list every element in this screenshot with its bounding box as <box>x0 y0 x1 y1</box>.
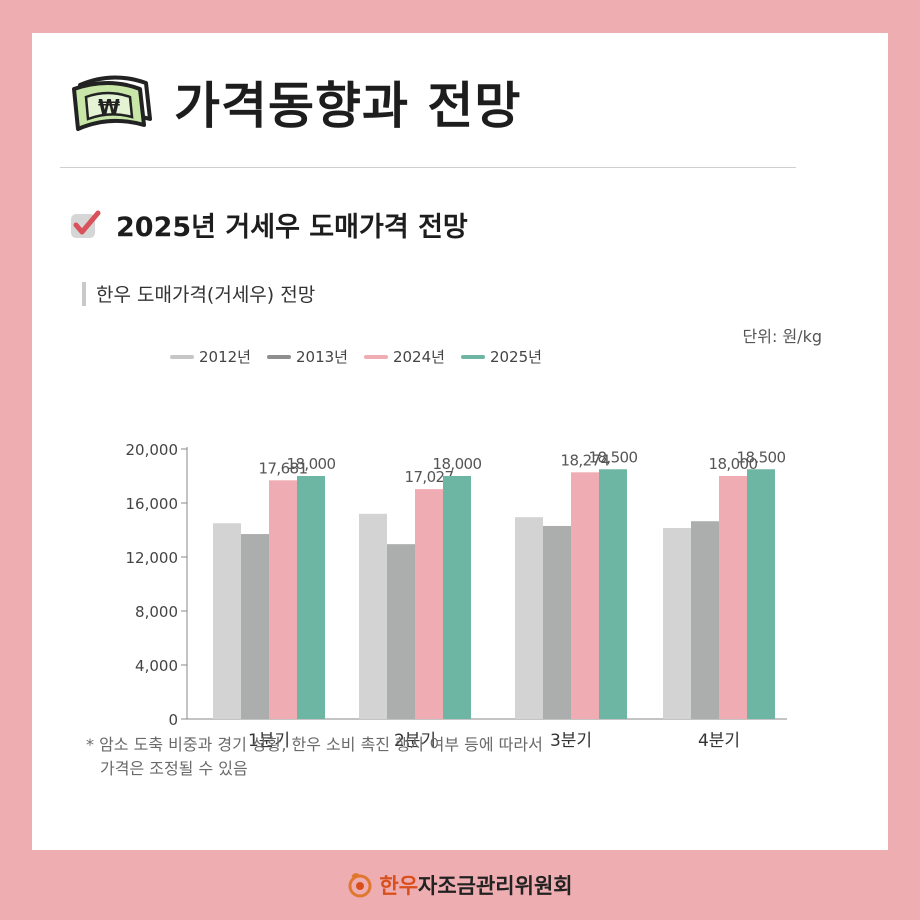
bar-2012년-1분기 <box>213 523 241 719</box>
data-label: 18,000 <box>287 455 336 473</box>
legend-label: 2024년 <box>392 348 445 366</box>
page-header: ₩ 가격동향과 전망 <box>70 62 521 142</box>
y-tick-label: 4,000 <box>135 657 178 675</box>
checkbox-checked-icon <box>71 210 101 238</box>
legend-swatch <box>460 354 485 359</box>
x-tick-label: 1분기 <box>248 731 290 751</box>
legend-label: 2012년 <box>199 348 251 366</box>
page-title: 가격동향과 전망 <box>174 77 522 135</box>
brand-name: 한우자조금관리위원회 <box>379 870 572 900</box>
y-tick-label: 16,000 <box>126 495 179 513</box>
hanwoo-logo-icon <box>348 873 372 898</box>
bar-2024년-4분기 <box>719 476 747 719</box>
bar-2024년-3분기 <box>571 472 599 719</box>
bar-2012년-3분기 <box>515 517 543 719</box>
bar-2025년-2분기 <box>443 476 471 719</box>
bar-2024년-2분기 <box>415 489 443 719</box>
chart-title: 한우 도매가격(거세우) 전망 <box>96 284 316 306</box>
brand-name-prefix: 한우 <box>379 874 419 898</box>
legend-swatch <box>266 354 291 359</box>
footnote: * 암소 도축 비중과 경기 상황, 한우 소비 촉진 행사 여부 등에 따라서… <box>86 733 543 781</box>
y-tick-label: 12,000 <box>126 549 179 567</box>
money-bill-won-icon: ₩ <box>72 75 152 131</box>
x-tick-label: 4분기 <box>698 731 740 751</box>
bar-2012년-4분기 <box>663 527 691 719</box>
data-label: 18,274 <box>561 451 610 469</box>
y-tick-label: 0 <box>168 711 178 729</box>
x-tick-label: 2분기 <box>394 731 436 751</box>
legend-item-2025: 2025년 <box>460 346 542 367</box>
bar-2013년-4분기 <box>691 521 719 719</box>
footer-brand: 한우자조금관리위원회 <box>0 870 920 900</box>
legend-label: 2013년 <box>295 348 348 366</box>
bar-2024년-1분기 <box>269 480 297 719</box>
footnote-line-1: * 암소 도축 비중과 경기 상황, 한우 소비 촉진 행사 여부 등에 따라서 <box>86 735 543 754</box>
data-label: 17,027 <box>405 468 454 486</box>
svg-text:₩: ₩ <box>98 95 120 119</box>
bar-2013년-2분기 <box>387 544 415 719</box>
legend-swatch <box>170 354 194 359</box>
title-divider <box>60 167 796 168</box>
bar-2013년-1분기 <box>241 534 269 719</box>
data-label: 18,500 <box>589 448 638 466</box>
section-title: 2025년 거세우 도매가격 전망 <box>116 212 468 243</box>
bar-2025년-3분기 <box>599 469 627 719</box>
legend-swatch <box>363 354 388 359</box>
data-label: 17,681 <box>259 459 308 477</box>
data-label: 18,000 <box>433 455 482 473</box>
legend-item-2012: 2012년 <box>170 346 251 367</box>
legend-label: 2025년 <box>489 348 542 366</box>
data-label: 18,000 <box>709 455 758 473</box>
legend-item-2013: 2013년 <box>266 346 348 367</box>
brand-name-rest: 자조금관리위원회 <box>418 874 573 898</box>
chart-legend: 2012년 2013년 2024년 2025년 <box>170 346 558 367</box>
bar-2025년-1분기 <box>297 476 325 719</box>
unit-label: 단위: 원/kg <box>742 327 822 346</box>
footnote-line-2: 가격은 조정될 수 있음 <box>100 759 248 778</box>
section-header: 2025년 거세우 도매가격 전망 <box>68 205 468 244</box>
legend-item-2024: 2024년 <box>363 346 445 367</box>
bar-2012년-2분기 <box>359 513 387 719</box>
chart-title-row: 한우 도매가격(거세우) 전망 <box>82 280 315 307</box>
bar-2025년-4분기 <box>747 469 775 719</box>
data-label: 18,500 <box>737 448 786 466</box>
chart-title-marker <box>82 281 86 306</box>
x-tick-label: 3분기 <box>550 731 592 751</box>
y-tick-label: 8,000 <box>135 603 178 621</box>
y-tick-label: 20,000 <box>126 441 179 459</box>
bar-2013년-3분기 <box>543 525 571 719</box>
